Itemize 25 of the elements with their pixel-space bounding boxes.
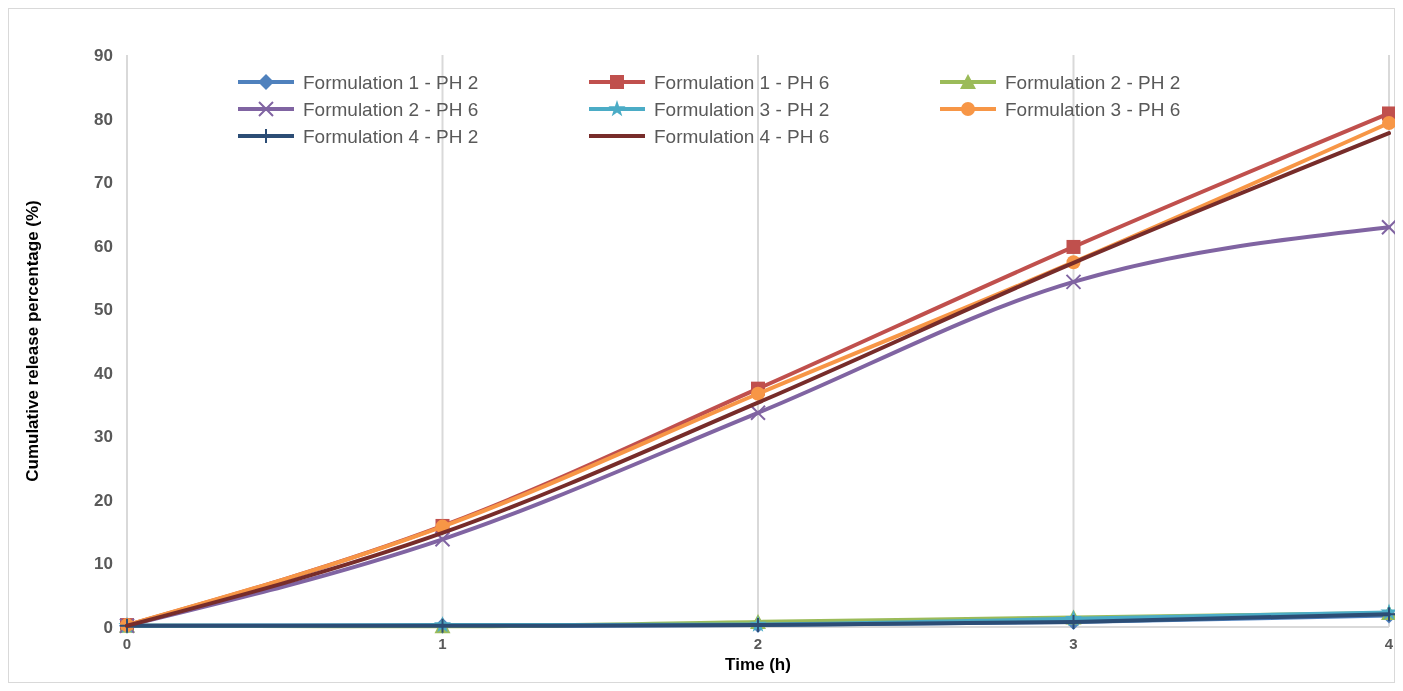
legend-label: Formulation 2 - PH 6 <box>303 98 479 120</box>
legend-label: Formulation 4 - PH 2 <box>303 125 479 147</box>
y-tick-label: 0 <box>103 617 113 637</box>
y-tick-label: 80 <box>94 109 113 129</box>
legend-label: Formulation 1 - PH 6 <box>654 71 830 93</box>
y-tick-label: 70 <box>94 173 113 193</box>
legend-label: Formulation 3 - PH 2 <box>654 98 830 120</box>
x-tick-label: 1 <box>438 635 447 652</box>
y-tick-label: 10 <box>94 554 113 574</box>
x-tick-label: 2 <box>753 635 763 652</box>
y-tick-label: 50 <box>94 300 113 320</box>
legend-label: Formulation 2 - PH 2 <box>1005 71 1181 93</box>
legend-label: Formulation 3 - PH 6 <box>1005 98 1181 120</box>
y-tick-label: 20 <box>94 490 113 510</box>
x-tick-label: 0 <box>122 635 132 652</box>
y-tick-label: 30 <box>94 427 113 447</box>
y-tick-label: 40 <box>94 363 113 383</box>
y-tick-label: 90 <box>94 45 113 65</box>
y-axis-title: Cumulative release percentage (%) <box>22 200 42 482</box>
legend-label: Formulation 1 - PH 2 <box>303 71 479 93</box>
legend-label: Formulation 4 - PH 6 <box>654 125 830 147</box>
x-tick-label: 4 <box>1384 635 1394 652</box>
x-axis-title: Time (h) <box>725 655 791 674</box>
y-tick-label: 60 <box>94 236 113 256</box>
x-tick-label: 3 <box>1069 635 1078 652</box>
